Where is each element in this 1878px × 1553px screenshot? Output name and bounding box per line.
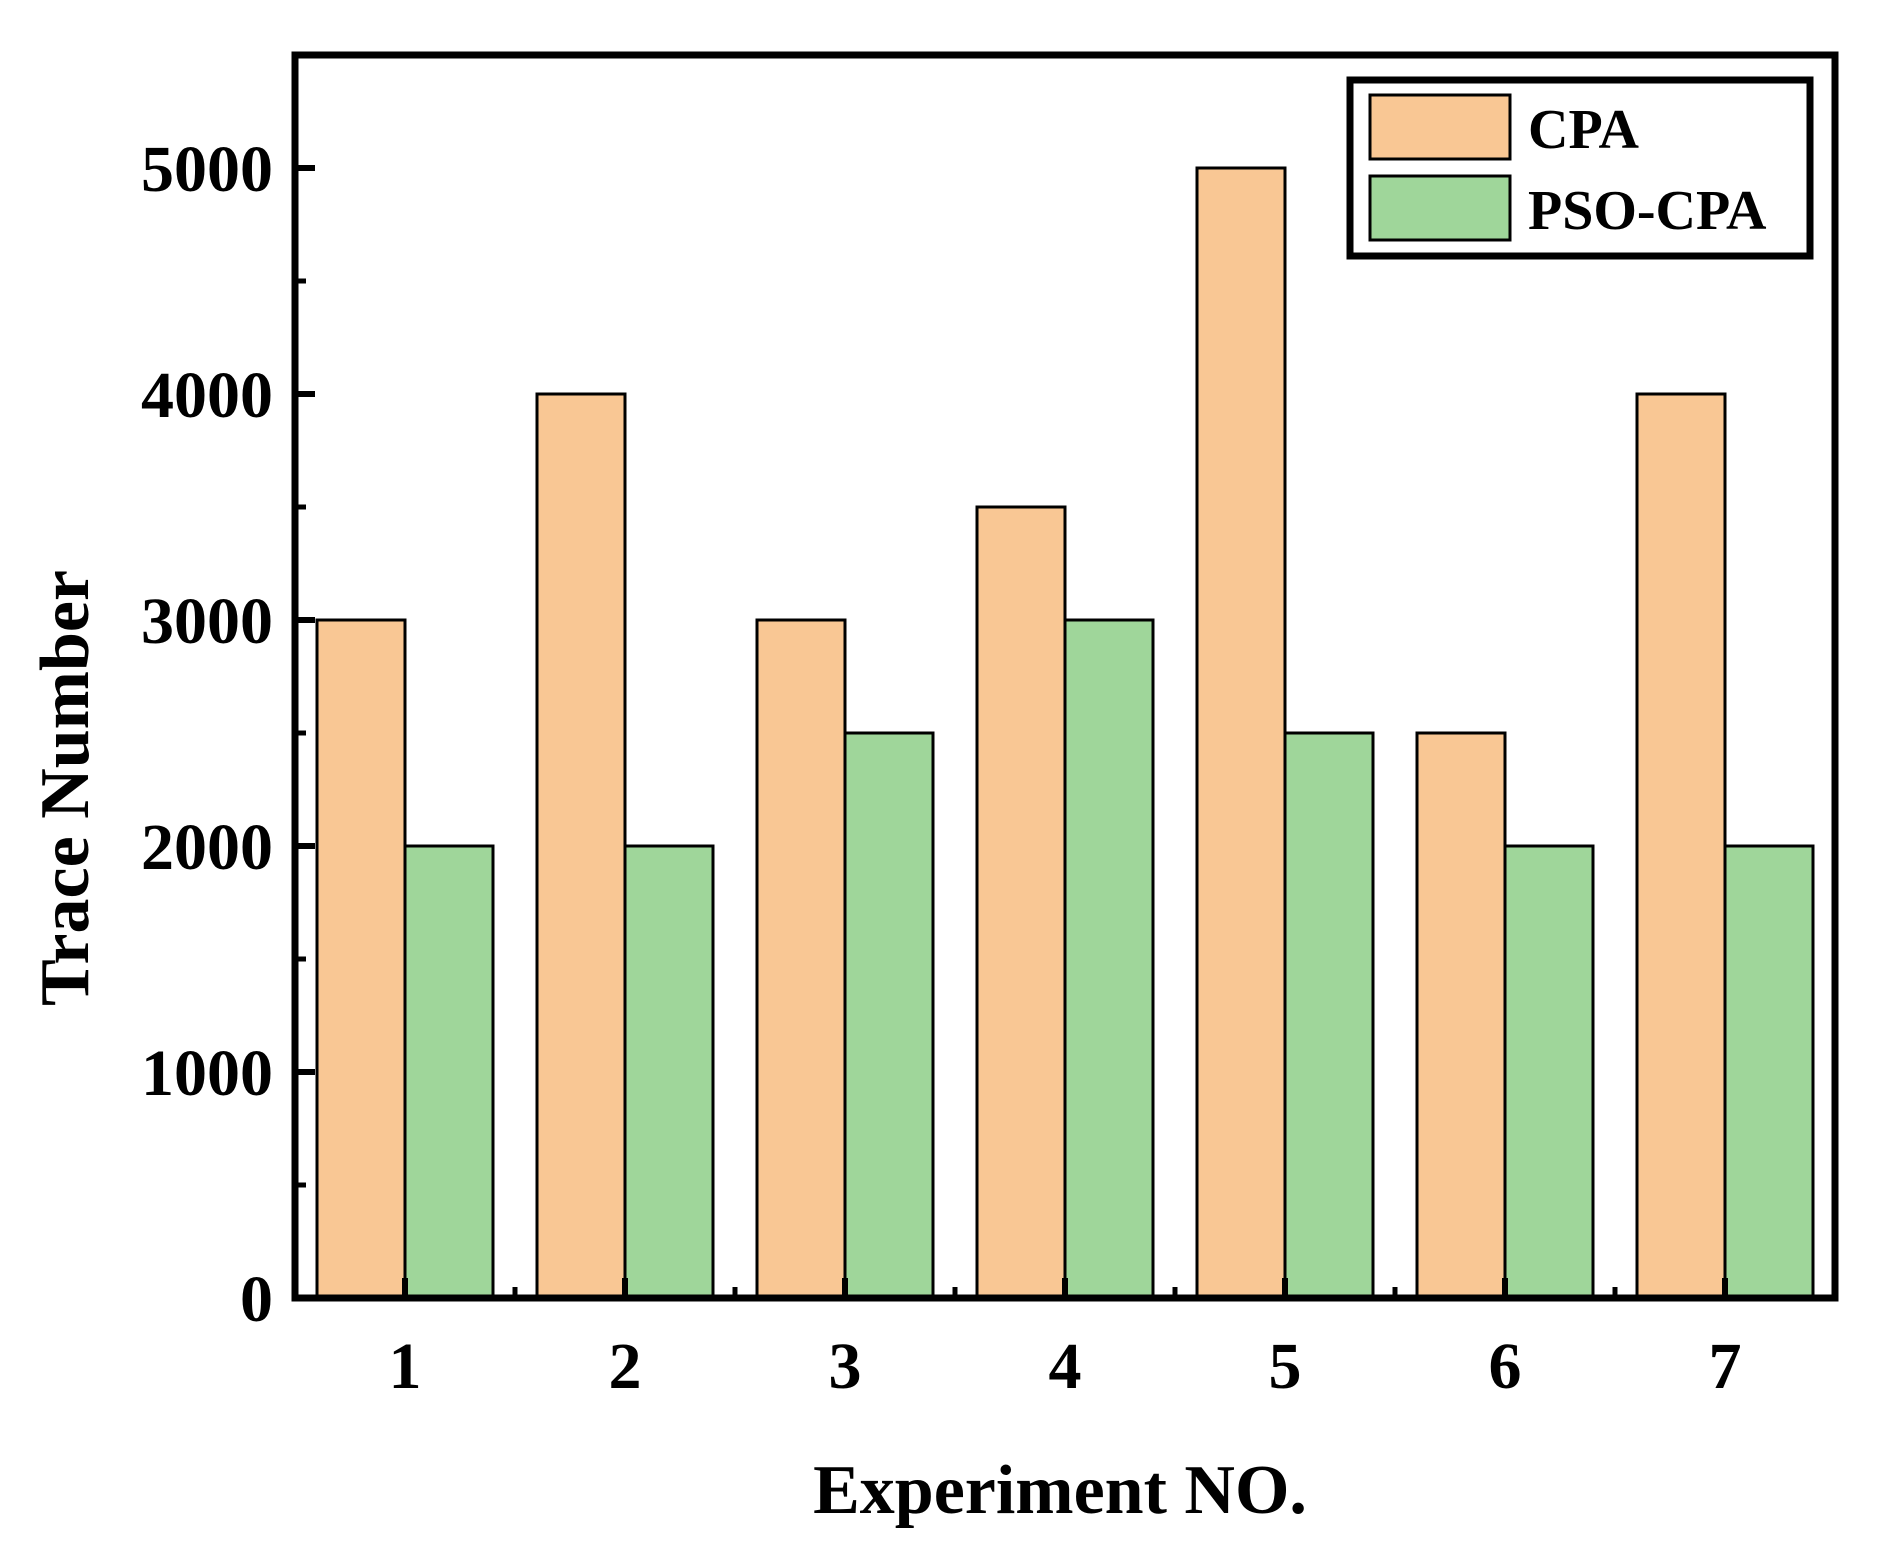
bar-cpa-7: [1635, 392, 1727, 1300]
labels-layer: 0 1000 2000 3000 4000 5000 1 2 3 4 5 6 7: [141, 133, 1742, 1403]
legend: CPA PSO-CPA: [1346, 76, 1814, 260]
bar-cpa-1: [315, 618, 407, 1300]
bar-cpa-4: [975, 505, 1067, 1300]
bar-pso-cpa-1: [403, 844, 495, 1300]
axes-layer: [291, 51, 1839, 1302]
bar-pso-cpa-3: [843, 731, 935, 1300]
x-axis-label: Experiment NO.: [813, 1452, 1307, 1529]
legend-swatch-cpa: [1368, 93, 1512, 161]
bar-pso-cpa-5: [1283, 731, 1375, 1300]
x-tick-label-2: 2: [609, 1330, 642, 1403]
y-tick-label-5000: 5000: [141, 133, 273, 206]
legend-label-cpa: CPA: [1528, 99, 1639, 161]
x-tick-label-1: 1: [389, 1330, 422, 1403]
bar-cpa-6: [1415, 731, 1507, 1300]
bar-cpa-3: [755, 618, 847, 1300]
bar-pso-cpa-2: [623, 844, 715, 1300]
bar-pso-cpa-7: [1723, 844, 1815, 1300]
y-tick-label-3000: 3000: [141, 585, 273, 658]
y-tick-label-4000: 4000: [141, 359, 273, 432]
x-tick-label-7: 7: [1709, 1330, 1742, 1403]
bar-cpa-2: [535, 392, 627, 1300]
x-tick-label-4: 4: [1049, 1330, 1082, 1403]
bar-pso-cpa-6: [1503, 844, 1595, 1300]
bars-layer: [315, 166, 1815, 1300]
legend-label-pso-cpa: PSO-CPA: [1528, 180, 1767, 242]
x-tick-label-5: 5: [1269, 1330, 1302, 1403]
y-tick-label-2000: 2000: [141, 811, 273, 884]
x-tick-label-6: 6: [1489, 1330, 1522, 1403]
y-axis-label: Trace Number: [27, 570, 104, 1006]
x-tick-label-3: 3: [829, 1330, 862, 1403]
y-tick-label-1000: 1000: [141, 1037, 273, 1110]
bar-cpa-5: [1195, 166, 1287, 1300]
y-tick-label-0: 0: [240, 1263, 273, 1336]
legend-swatch-pso-cpa: [1368, 174, 1512, 242]
bar-pso-cpa-4: [1063, 618, 1155, 1300]
